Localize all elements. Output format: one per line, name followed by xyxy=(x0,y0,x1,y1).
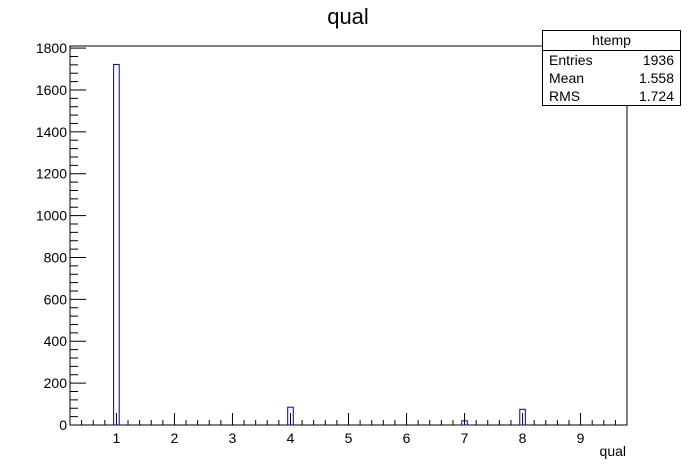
x-tick-label-1: 1 xyxy=(113,430,121,446)
x-axis-label: qual xyxy=(600,443,626,459)
y-tick-label-400: 400 xyxy=(44,333,68,349)
stats-row-mean: Mean 1.558 xyxy=(543,69,680,87)
stats-rms-value: 1.724 xyxy=(638,88,674,104)
y-tick-label-1400: 1400 xyxy=(36,124,67,140)
y-tick-label-1200: 1200 xyxy=(36,166,67,182)
stats-mean-label: Mean xyxy=(549,70,585,86)
y-axis: 0 200 400 600 800 1000 1200 1400 1600 1800 xyxy=(36,40,86,433)
x-tick-label-6: 6 xyxy=(403,430,411,446)
x-tick-label-3: 3 xyxy=(229,430,237,446)
x-tick-label-7: 7 xyxy=(461,430,469,446)
y-tick-label-1000: 1000 xyxy=(36,208,67,224)
y-tick-label-600: 600 xyxy=(44,291,68,307)
x-tick-label-8: 8 xyxy=(519,430,527,446)
stats-entries-value: 1936 xyxy=(642,52,674,68)
x-tick-label-5: 5 xyxy=(345,430,353,446)
stats-title: htemp xyxy=(543,31,680,51)
x-tick-label-4: 4 xyxy=(287,430,295,446)
y-tick-label-0: 0 xyxy=(59,417,67,433)
stats-entries-label: Entries xyxy=(549,52,593,68)
x-tick-label-2: 2 xyxy=(171,430,179,446)
x-tick-label-9: 9 xyxy=(577,430,585,446)
stats-row-entries: Entries 1936 xyxy=(543,51,680,69)
y-tick-label-1800: 1800 xyxy=(36,40,67,56)
x-axis: 1 2 3 4 5 6 7 8 9 xyxy=(69,413,628,446)
stats-mean-value: 1.558 xyxy=(638,70,674,86)
chart-title: qual xyxy=(327,4,369,29)
y-tick-label-200: 200 xyxy=(44,375,68,391)
histogram-bars xyxy=(113,63,526,426)
histogram-bar-0 xyxy=(113,63,120,426)
stats-rms-label: RMS xyxy=(549,88,581,104)
stats-row-rms: RMS 1.724 xyxy=(543,87,680,105)
stats-box: htemp Entries 1936 Mean 1.558 RMS 1.724 xyxy=(542,30,681,106)
y-tick-label-800: 800 xyxy=(44,249,68,265)
y-tick-label-1600: 1600 xyxy=(36,82,67,98)
